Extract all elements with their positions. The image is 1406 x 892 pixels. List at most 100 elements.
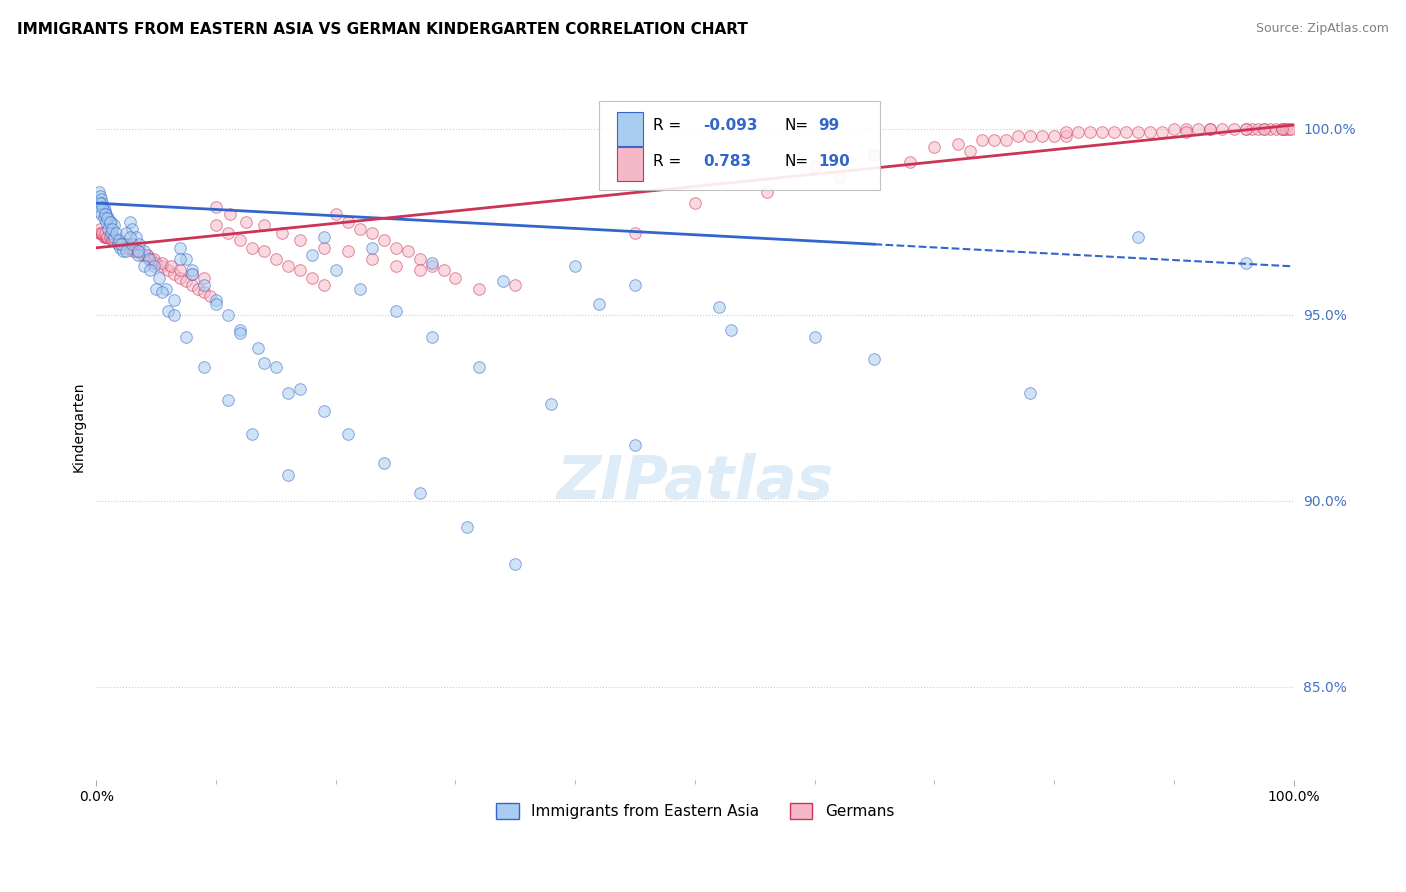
Point [91,196,114,211]
Point [246,341,269,355]
Point [101,233,124,247]
Point [444,270,467,285]
Point [1019,385,1042,400]
Point [205,219,228,233]
Point [1234,121,1257,136]
Point [89,196,111,211]
Point [93,200,115,214]
Point [420,330,443,344]
Point [373,457,395,471]
Point [1163,121,1185,136]
Point [150,255,173,269]
Point [118,241,141,255]
Point [117,241,139,255]
Point [128,244,150,259]
Point [1043,129,1066,144]
Point [145,255,167,269]
Point [103,233,125,247]
Point [1198,121,1220,136]
Point [169,270,191,285]
Point [89,226,111,240]
Point [104,226,127,240]
Bar [617,112,644,145]
Point [97,229,120,244]
Point [336,215,359,229]
Point [91,226,114,240]
Point [101,233,124,247]
Point [1222,121,1244,136]
Point [110,237,132,252]
Point [408,252,430,266]
Point [408,486,430,500]
Point [93,207,115,221]
Point [420,260,443,274]
Point [90,226,112,240]
Point [277,467,299,482]
Point [1234,121,1257,136]
Point [93,226,115,240]
Point [115,244,138,259]
Point [90,207,112,221]
Point [325,263,347,277]
Point [312,404,335,418]
Text: N=: N= [785,153,808,169]
Point [1258,121,1281,136]
Point [163,267,186,281]
Point [110,237,132,252]
Point [288,382,311,396]
Point [193,270,215,285]
Point [288,263,311,277]
Point [89,222,111,236]
Point [468,359,491,374]
Point [959,144,981,158]
Point [101,233,124,247]
Point [89,188,111,202]
Point [456,519,478,533]
Point [142,255,165,269]
Point [104,233,127,247]
Point [98,215,121,229]
Point [108,233,131,247]
Point [288,233,311,247]
Point [360,226,382,240]
Point [138,252,160,266]
Point [169,263,191,277]
Point [755,185,778,199]
Text: ZIPatlas: ZIPatlas [557,453,834,512]
Point [118,215,141,229]
Point [972,133,994,147]
Point [96,229,118,244]
Point [100,215,122,229]
Point [87,203,110,218]
Point [277,260,299,274]
Point [205,296,228,310]
Point [863,352,886,367]
Point [235,215,257,229]
Point [127,248,149,262]
Point [124,244,146,259]
Point [683,196,706,211]
Point [174,330,197,344]
Point [128,244,150,259]
Point [540,397,562,411]
Point [181,263,204,277]
Point [205,293,228,307]
Text: IMMIGRANTS FROM EASTERN ASIA VS GERMAN KINDERGARTEN CORRELATION CHART: IMMIGRANTS FROM EASTERN ASIA VS GERMAN K… [17,22,748,37]
Point [157,263,180,277]
Point [107,237,129,252]
Point [384,241,406,255]
Point [588,296,610,310]
Point [349,222,371,236]
Point [139,263,162,277]
Point [135,248,157,262]
Point [492,274,515,288]
Point [142,252,165,266]
Point [97,211,120,225]
Point [373,233,395,247]
Point [408,263,430,277]
Point [827,170,849,185]
Point [127,244,149,259]
Point [301,248,323,262]
Point [193,359,215,374]
Point [181,277,204,292]
